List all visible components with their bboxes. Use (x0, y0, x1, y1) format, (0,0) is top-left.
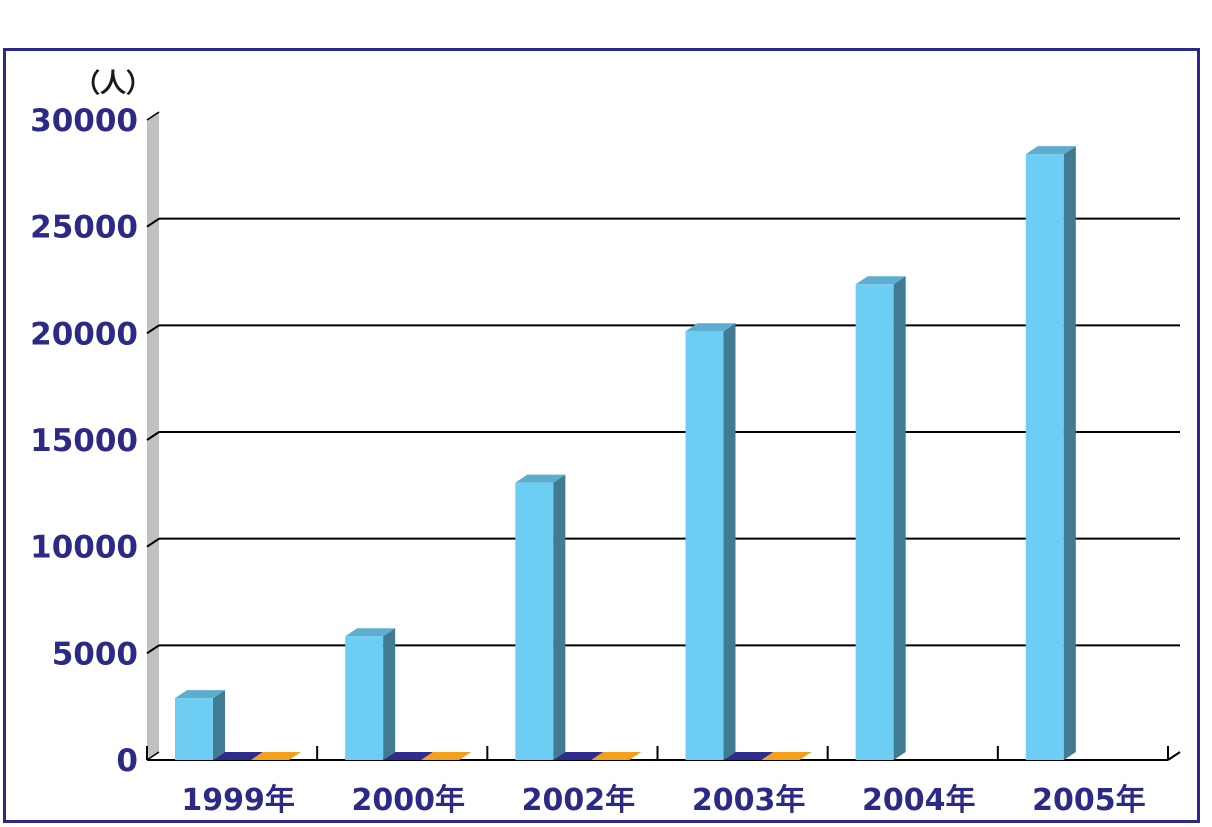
x-axis (146, 746, 1181, 761)
bar (591, 752, 642, 760)
bar-front (515, 482, 554, 760)
y-tick-mark (146, 111, 160, 121)
bar (761, 752, 812, 760)
y-axis-tick-labels: 0 5000 10000 15000 20000 25000 30000 (30, 103, 160, 779)
bar (855, 276, 906, 760)
bar (553, 752, 604, 760)
y-tick-label: 15000 (30, 423, 138, 459)
x-tick-label: 2005年 (1032, 783, 1146, 818)
bar (383, 752, 434, 760)
bar-side (213, 690, 225, 760)
bar-side (893, 276, 906, 760)
bar-top (761, 752, 812, 760)
bars (175, 146, 1076, 761)
bar-front (175, 698, 213, 760)
bar-top (553, 752, 604, 760)
y-tick-mark (146, 751, 160, 761)
y-tick-mark (146, 218, 160, 228)
y-tick-mark (146, 324, 160, 334)
x-tick-label: 2004年 (862, 783, 976, 818)
bar-side (553, 474, 566, 760)
y-tick-mark (146, 538, 160, 548)
bar-front (685, 331, 724, 760)
x-tick-label: 2002年 (522, 783, 636, 818)
bar-top (685, 323, 736, 332)
x-tick-label: 2003年 (692, 783, 806, 818)
x-axis-depth (1167, 751, 1181, 761)
bar-top (345, 628, 396, 637)
bar-top (213, 752, 263, 760)
bar-top (1025, 146, 1076, 155)
bar-front (1025, 154, 1064, 761)
y-tick-label: 20000 (30, 316, 138, 352)
bar-front (855, 284, 894, 760)
bar-top (383, 752, 434, 760)
bar-top (175, 690, 225, 699)
bar (345, 628, 396, 760)
bar-top (591, 752, 642, 760)
bar (723, 752, 774, 760)
bar-top (421, 752, 472, 760)
bar-top (855, 276, 906, 285)
y-tick-label: 10000 (30, 530, 138, 566)
x-tick-label: 2000年 (352, 783, 466, 818)
y-tick-label: 30000 (30, 103, 138, 139)
y-tick-mark (146, 431, 160, 441)
x-axis-tick-labels: 1999年 2000年 2002年 2003年 2004年 2005年 (181, 783, 1145, 818)
bar (175, 690, 225, 760)
bar (1025, 146, 1076, 761)
y-tick-mark (146, 644, 160, 654)
bar-top (723, 752, 774, 760)
bar (515, 474, 566, 760)
y-tick-label: 0 (116, 743, 138, 779)
bar (213, 752, 263, 760)
bar (685, 323, 736, 760)
bar-top (515, 474, 566, 483)
bar-side (383, 628, 396, 760)
bar-side (723, 323, 736, 760)
y-tick-label: 5000 (52, 636, 138, 672)
gridlines (146, 217, 1180, 655)
chart-frame (3, 48, 1200, 823)
y-axis-unit-label: （人） (74, 69, 152, 99)
x-tick-label: 1999年 (181, 783, 295, 818)
bar-front (345, 636, 384, 760)
y-tick-label: 25000 (30, 210, 138, 246)
bar-top (251, 752, 301, 760)
bar (421, 752, 472, 760)
bar-side (1063, 146, 1076, 761)
bar (251, 752, 301, 760)
